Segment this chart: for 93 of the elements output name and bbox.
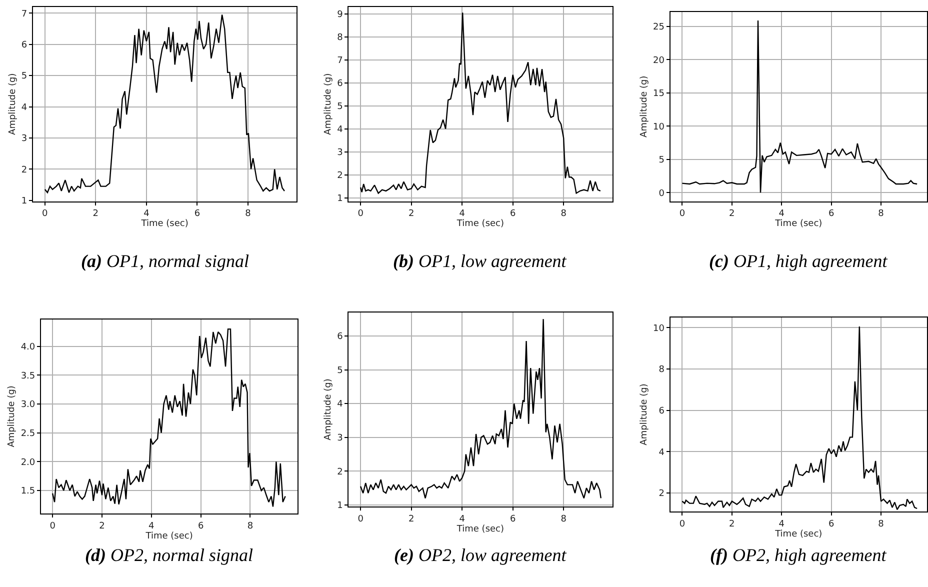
x-tick-label: 6 bbox=[194, 209, 200, 220]
x-tick-label: 8 bbox=[878, 209, 884, 220]
y-axis-title: Amplitude (g) bbox=[8, 73, 18, 135]
y-tick-label: 3 bbox=[21, 134, 28, 144]
x-tick-label: 8 bbox=[560, 209, 567, 220]
y-tick-label: 6 bbox=[658, 406, 665, 416]
y-tick-label: 5 bbox=[21, 72, 28, 82]
line-series bbox=[360, 318, 602, 499]
y-tick-label: 4 bbox=[21, 102, 28, 113]
x-tick-label: 0 bbox=[50, 521, 56, 532]
y-tick-label: 3 bbox=[337, 434, 343, 444]
y-tick-label: 10 bbox=[653, 122, 665, 132]
y-axis-title: Amplitude (g) bbox=[7, 386, 18, 448]
y-tick-label: 8 bbox=[658, 365, 665, 376]
y-tick-label: 6 bbox=[337, 78, 344, 89]
x-tick-label: 4 bbox=[778, 519, 785, 530]
x-axis-title: Time (sec) bbox=[140, 219, 188, 230]
y-tick-label: 0 bbox=[658, 188, 665, 199]
line-series bbox=[682, 326, 918, 510]
y-tick-label: 10 bbox=[653, 324, 665, 334]
y-tick-label: 1.5 bbox=[20, 486, 36, 497]
x-tick-label: 6 bbox=[510, 514, 516, 524]
y-axis-title: Amplitude (g) bbox=[639, 76, 650, 138]
x-tick-label: 4 bbox=[778, 209, 785, 220]
y-tick-label: 5 bbox=[337, 366, 343, 376]
text: (d) OP2, normal signal bbox=[85, 545, 254, 565]
y-tick-label: 3.0 bbox=[20, 400, 36, 410]
y-tick-label: 2 bbox=[658, 489, 664, 500]
y-tick-label: 7 bbox=[337, 56, 343, 66]
x-axis-title: Time (sec) bbox=[456, 219, 504, 230]
text: (e) OP2, low agreement bbox=[394, 545, 568, 565]
line-series bbox=[682, 20, 918, 194]
x-tick-label: 2 bbox=[408, 514, 414, 524]
y-tick-label: 2 bbox=[337, 467, 343, 478]
line-series bbox=[44, 14, 286, 194]
y-tick-label: 7 bbox=[21, 9, 28, 20]
y-tick-label: 2.5 bbox=[20, 429, 36, 440]
y-tick-label: 4.0 bbox=[20, 342, 36, 353]
x-tick-label: 6 bbox=[828, 209, 834, 220]
y-tick-label: 15 bbox=[653, 89, 664, 100]
y-axis-title: Amplitude (g) bbox=[639, 384, 650, 446]
x-tick-label: 2 bbox=[92, 209, 99, 220]
text: (f) OP2, high agreement bbox=[710, 545, 888, 565]
x-tick-label: 4 bbox=[459, 209, 466, 220]
text: (a) OP1, normal signal bbox=[81, 251, 250, 271]
y-tick-label: 25 bbox=[653, 22, 664, 33]
y-tick-label: 3.5 bbox=[20, 371, 36, 382]
y-tick-label: 1 bbox=[337, 194, 343, 204]
y-axis-title: Amplitude (g) bbox=[323, 73, 334, 135]
y-tick-label: 6 bbox=[21, 40, 28, 51]
x-tick-label: 8 bbox=[560, 514, 567, 524]
y-tick-label: 6 bbox=[337, 332, 344, 342]
x-tick-label: 4 bbox=[144, 209, 150, 220]
x-axis-title: Time (sec) bbox=[774, 529, 822, 540]
y-tick-label: 2 bbox=[21, 165, 28, 176]
y-tick-label: 3 bbox=[337, 148, 343, 158]
x-axis-title: Time (sec) bbox=[144, 531, 193, 542]
text: (b) OP1, low agreement bbox=[393, 251, 568, 271]
x-tick-label: 6 bbox=[510, 209, 516, 220]
x-tick-label: 4 bbox=[459, 514, 466, 524]
y-tick-label: 2.0 bbox=[20, 458, 36, 468]
x-tick-label: 2 bbox=[99, 521, 105, 532]
y-tick-label: 4 bbox=[658, 448, 665, 458]
x-tick-label: 0 bbox=[679, 209, 686, 220]
y-tick-label: 8 bbox=[337, 32, 344, 43]
y-tick-label: 2 bbox=[337, 170, 343, 181]
line-series bbox=[360, 12, 602, 194]
y-tick-label: 1 bbox=[337, 501, 343, 512]
x-tick-label: 2 bbox=[408, 209, 414, 220]
x-tick-label: 2 bbox=[729, 209, 735, 220]
line-series bbox=[52, 328, 286, 508]
x-tick-label: 8 bbox=[247, 521, 254, 532]
x-tick-label: 0 bbox=[42, 209, 48, 220]
x-tick-label: 8 bbox=[245, 209, 252, 220]
y-tick-label: 20 bbox=[653, 56, 665, 66]
y-tick-label: 9 bbox=[337, 10, 344, 20]
x-tick-label: 8 bbox=[878, 519, 884, 530]
x-tick-label: 0 bbox=[358, 209, 364, 220]
x-axis-title: Time (sec) bbox=[456, 524, 504, 534]
y-axis-title: Amplitude (g) bbox=[323, 378, 334, 440]
y-tick-label: 5 bbox=[658, 156, 664, 166]
x-tick-label: 0 bbox=[358, 514, 364, 524]
y-tick-label: 1 bbox=[21, 196, 28, 206]
x-axis-title: Time (sec) bbox=[774, 219, 822, 230]
y-tick-label: 4 bbox=[337, 400, 344, 410]
x-tick-label: 0 bbox=[679, 519, 686, 530]
x-tick-label: 6 bbox=[198, 521, 204, 532]
x-tick-label: 4 bbox=[148, 521, 155, 532]
x-tick-label: 2 bbox=[729, 519, 735, 530]
y-tick-label: 5 bbox=[337, 102, 343, 112]
text: (c) OP1, high agreement bbox=[709, 251, 888, 271]
x-tick-label: 6 bbox=[828, 519, 834, 530]
y-tick-label: 4 bbox=[337, 124, 344, 135]
